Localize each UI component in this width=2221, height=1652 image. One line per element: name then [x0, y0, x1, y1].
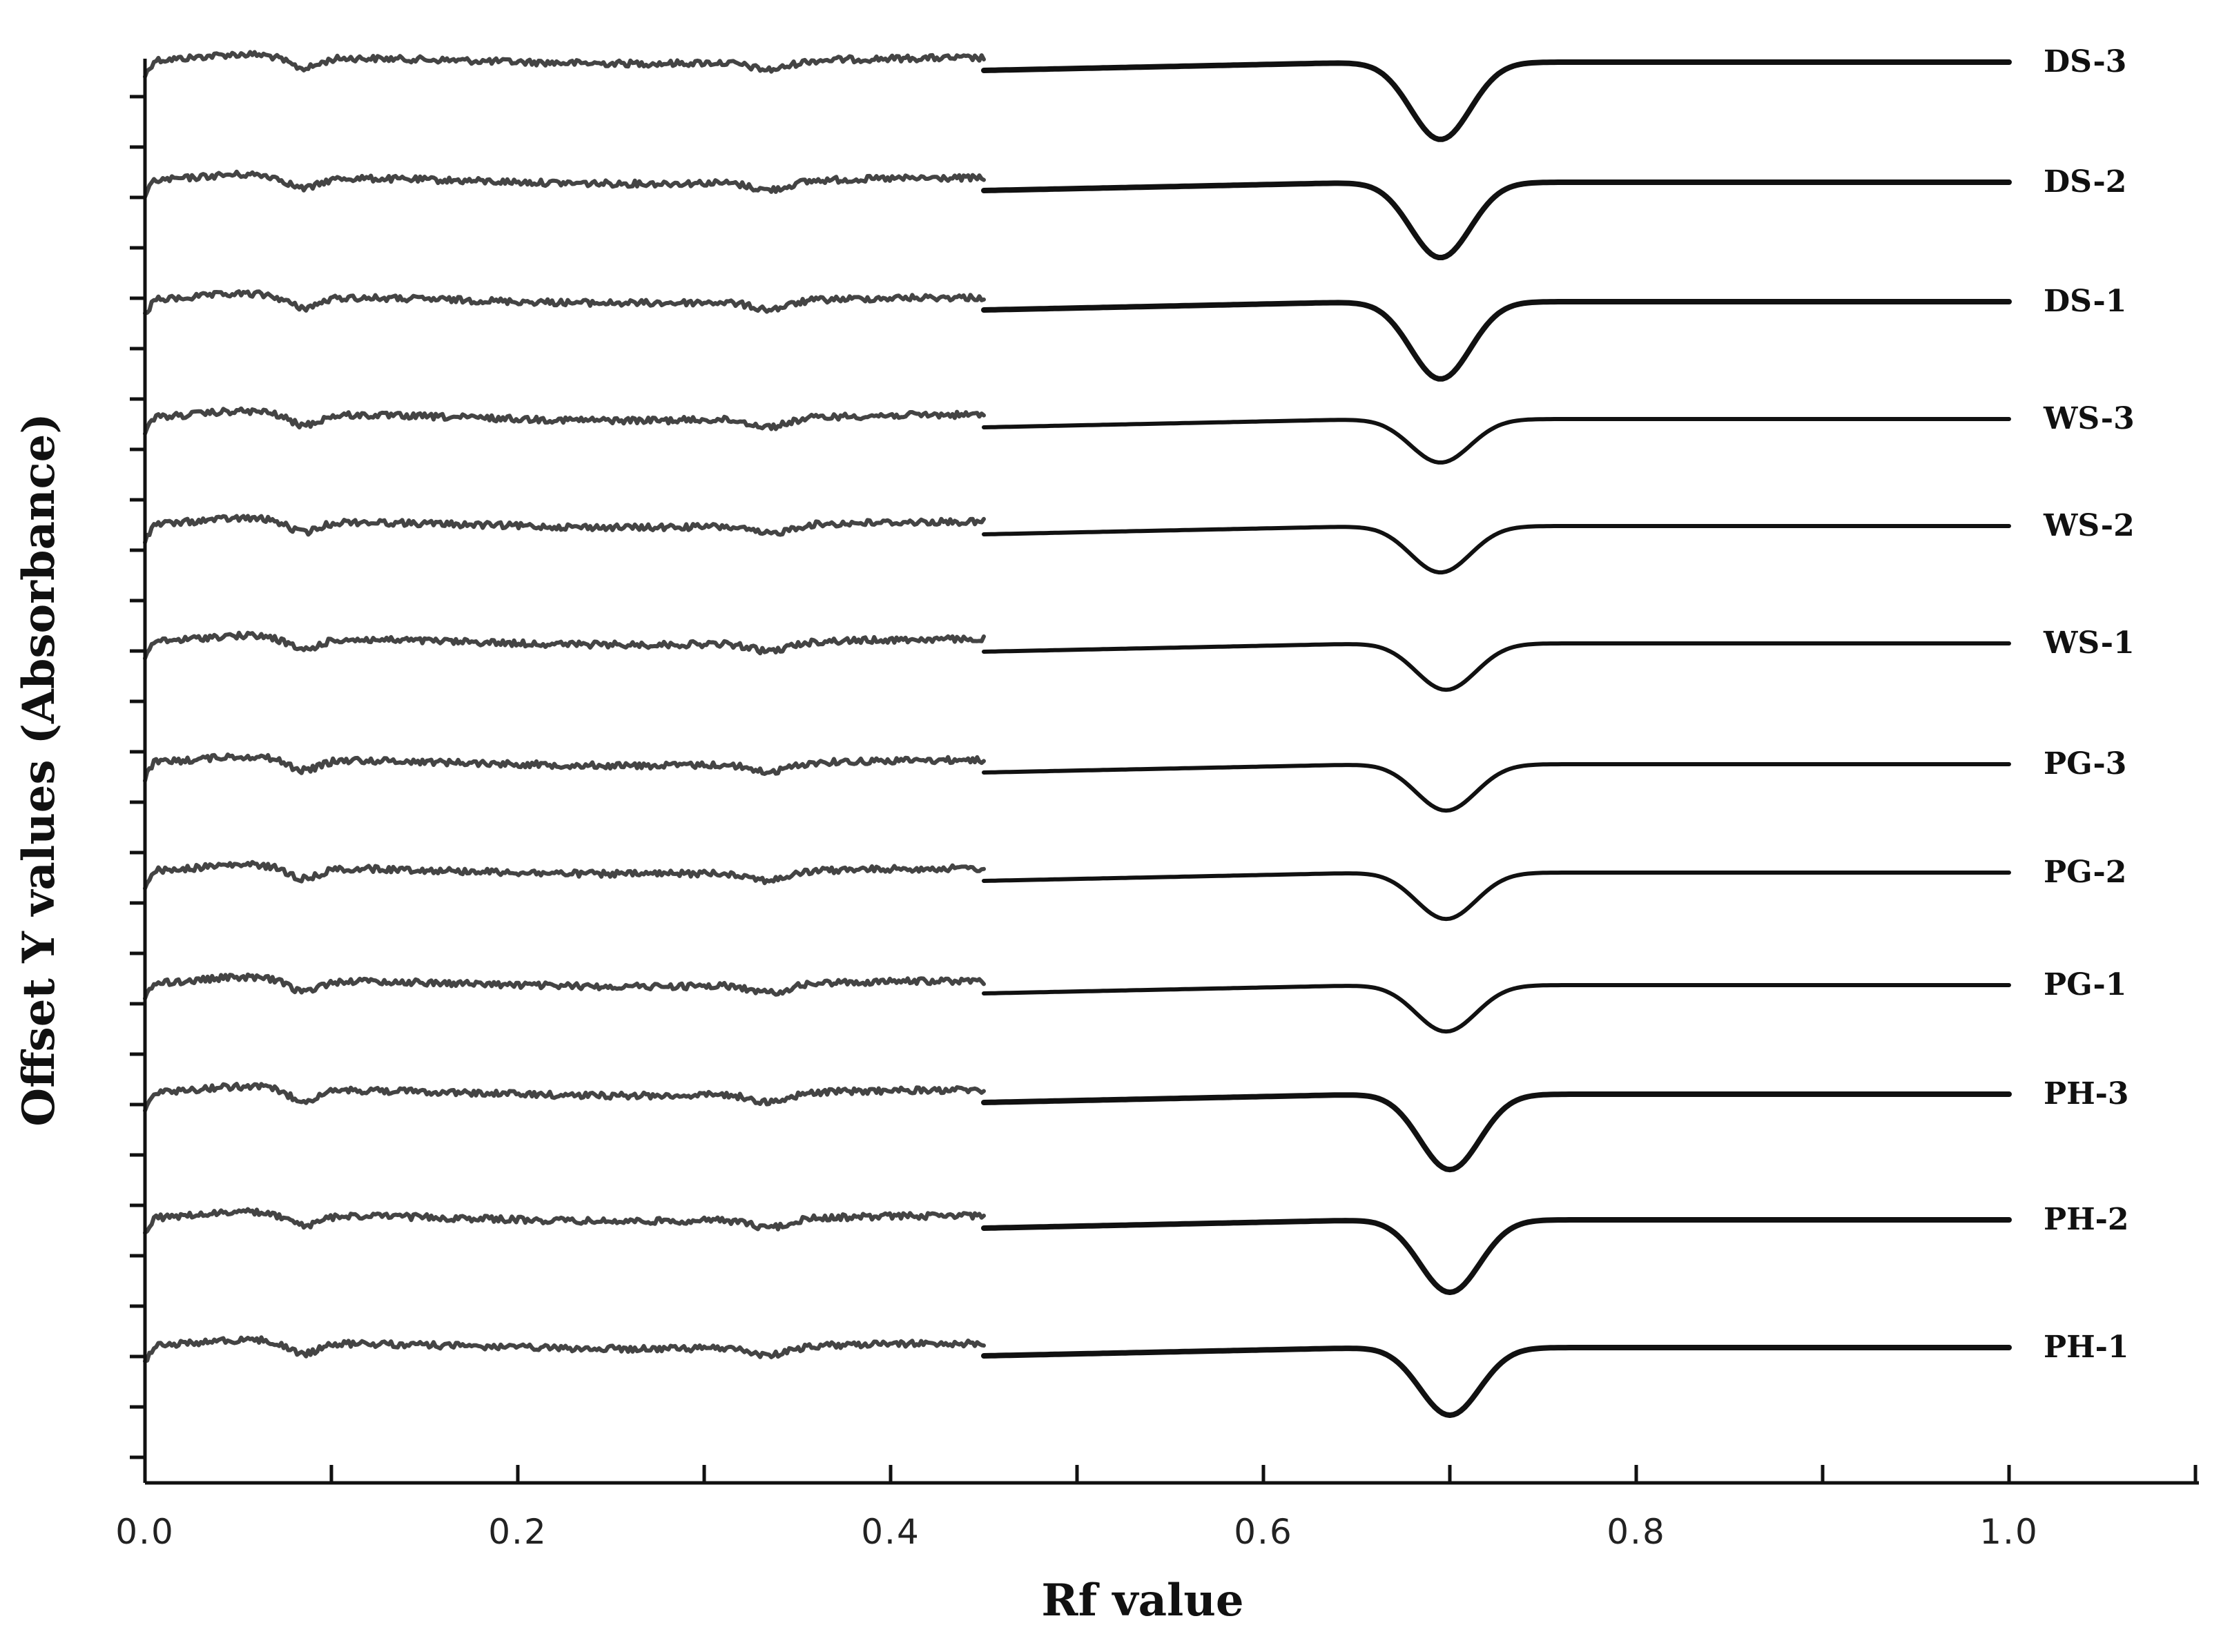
- trace-line-ds-2: [981, 179, 2012, 260]
- trace-noise-ph-2: [143, 1207, 986, 1235]
- trace-line-ws-2: [982, 524, 2011, 575]
- trace-line-ds-3: [981, 59, 2012, 142]
- series-label-pg-3: PG-3: [2044, 746, 2126, 781]
- trace-noise-ws-2: [143, 514, 986, 545]
- series-label-ds-1: DS-1: [2044, 284, 2126, 319]
- axes: 0.0 0.2 0.4 0.6 0.8 1.0: [115, 59, 2199, 1552]
- trace-line-ws-1: [982, 641, 2011, 692]
- series-label-ws-1: WS-1: [2043, 625, 2135, 661]
- trace-noise-pg-3: [143, 752, 986, 784]
- x-tick-label: 0.6: [1234, 1512, 1293, 1552]
- series-label-pg-1: PG-1: [2044, 967, 2126, 1002]
- trace-line-ph-3: [981, 1091, 2012, 1173]
- trace-line-pg-3: [982, 762, 2011, 813]
- trace-line-ph-2: [981, 1217, 2012, 1295]
- x-tick-label: 0.2: [488, 1512, 547, 1552]
- trace-noise-ph-3: [143, 1082, 986, 1113]
- series-label-ph-2: PH-2: [2044, 1202, 2129, 1237]
- series-label-ds-2: DS-2: [2044, 164, 2126, 200]
- trace-noise-pg-1: [143, 972, 986, 1001]
- series-label-pg-2: PG-2: [2044, 855, 2126, 890]
- trace-noise-ph-1: [143, 1335, 986, 1363]
- trace-noise-ds-2: [143, 169, 986, 200]
- series-label-ds-3: DS-3: [2044, 44, 2126, 79]
- x-tick-label: 1.0: [1979, 1512, 2039, 1552]
- trace-line-pg-1: [982, 983, 2011, 1034]
- trace-line-ds-1: [981, 299, 2012, 382]
- series-label-ws-3: WS-3: [2043, 401, 2135, 436]
- trace-noise-ds-3: [143, 50, 986, 79]
- traces: [143, 50, 2012, 1418]
- trace-noise-ds-1: [143, 289, 986, 315]
- y-axis-title: Offset Y values (Absorbance): [13, 413, 65, 1126]
- x-tick-label: 0.0: [115, 1512, 175, 1552]
- trace-line-pg-2: [982, 871, 2011, 922]
- x-axis-title: Rf value: [1041, 1575, 1243, 1626]
- trace-noise-pg-2: [143, 859, 986, 891]
- x-ticks: 0.0 0.2 0.4 0.6 0.8 1.0: [115, 1465, 2198, 1552]
- trace-line-ws-3: [982, 417, 2011, 465]
- trace-noise-ws-3: [143, 406, 986, 436]
- series-label-ph-3: PH-3: [2044, 1076, 2129, 1111]
- y-ticks: [130, 95, 145, 1459]
- series-labels: DS-3 DS-2 DS-1 WS-3 WS-2 WS-1 PG-3 PG-2 PG-1 PH-3…: [2043, 44, 2135, 1365]
- series-label-ph-1: PH-1: [2044, 1330, 2129, 1365]
- x-tick-label: 0.8: [1607, 1512, 1666, 1552]
- trace-noise-ws-1: [143, 630, 986, 661]
- series-label-ws-2: WS-2: [2043, 508, 2135, 543]
- trace-line-ph-1: [981, 1345, 2012, 1418]
- x-tick-label: 0.4: [861, 1512, 920, 1552]
